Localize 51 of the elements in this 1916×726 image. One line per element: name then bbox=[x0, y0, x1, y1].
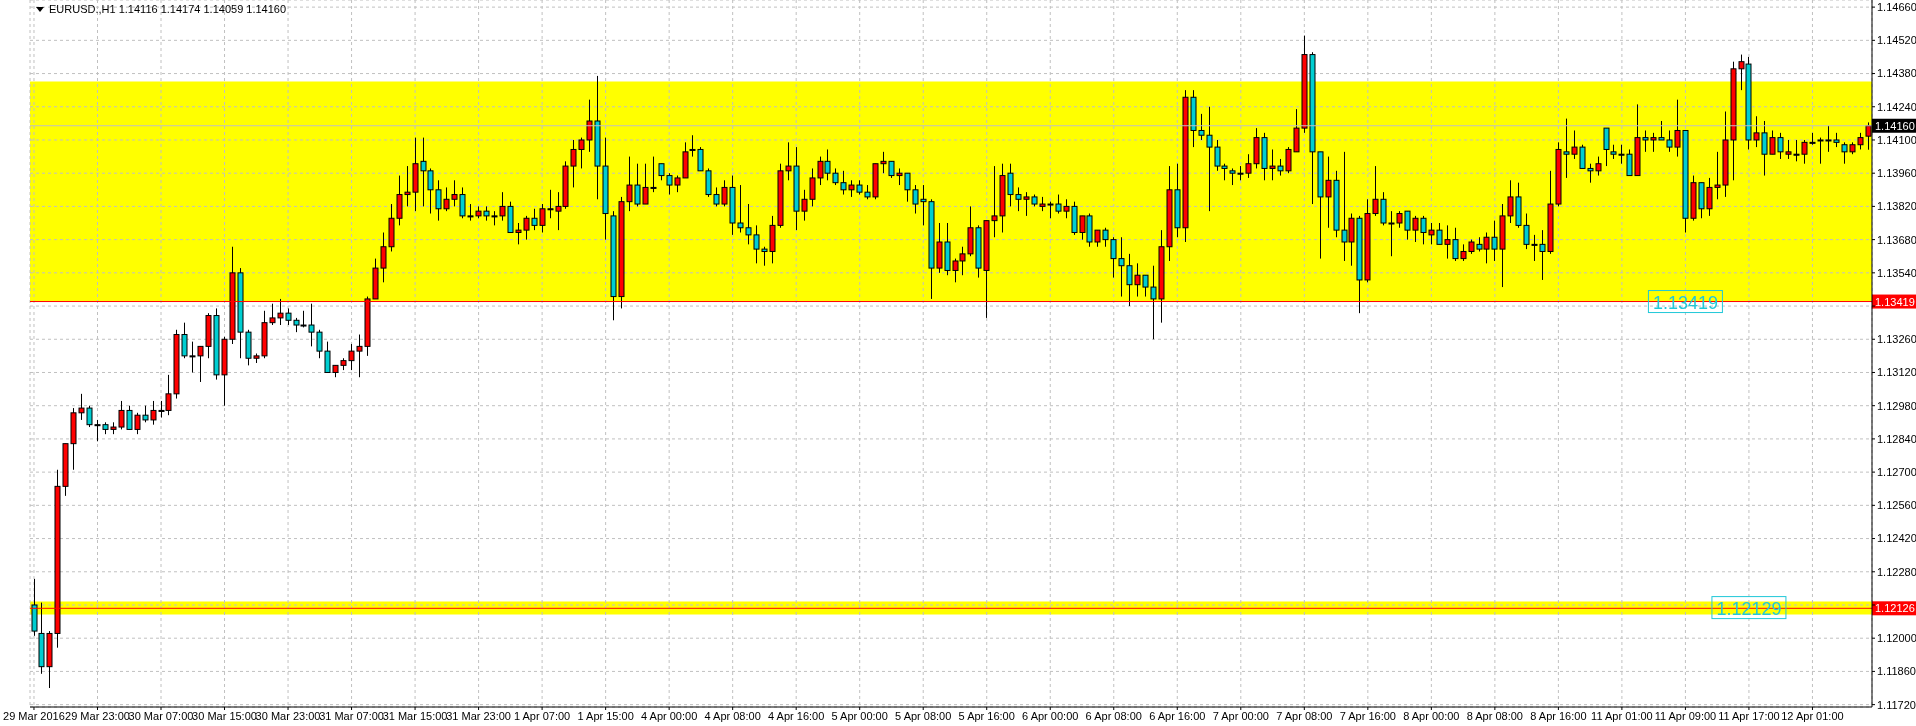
y-tick-label: 1.12700 bbox=[1877, 466, 1916, 479]
y-tick-label: 1.14520 bbox=[1877, 34, 1916, 47]
x-tick-label: 7 Apr 08:00 bbox=[1276, 709, 1333, 722]
y-tick-label: 1.12980 bbox=[1877, 399, 1916, 412]
x-tick-label: 5 Apr 16:00 bbox=[958, 709, 1015, 722]
x-tick-label: 7 Apr 00:00 bbox=[1212, 709, 1269, 722]
x-tick-label: 8 Apr 08:00 bbox=[1466, 709, 1524, 722]
x-tick-label: 8 Apr 00:00 bbox=[1403, 709, 1460, 722]
x-tick-label: 1 Apr 15:00 bbox=[577, 709, 634, 722]
x-tick-label: 11 Apr 01:00 bbox=[1591, 709, 1653, 722]
x-tick-label: 5 Apr 08:00 bbox=[895, 709, 952, 722]
x-tick-label: 1 Apr 07:00 bbox=[513, 709, 571, 722]
x-tick-label: 30 Mar 07:00 bbox=[128, 709, 194, 722]
y-tick-label: 1.13960 bbox=[1877, 167, 1916, 180]
candlestick bbox=[1603, 127, 1610, 167]
x-tick-label: 4 Apr 16:00 bbox=[768, 709, 825, 722]
y-tick-label: 1.12420 bbox=[1877, 532, 1916, 545]
x-tick-label: 29 Mar 2016 bbox=[3, 709, 65, 722]
y-tick-label: 1.14660 bbox=[1877, 1, 1916, 14]
y-tick-label: 1.13820 bbox=[1877, 200, 1916, 213]
y-tick-label: 1.13680 bbox=[1877, 233, 1916, 246]
x-tick-label: 6 Apr 16:00 bbox=[1149, 709, 1206, 722]
x-tick-label: 4 Apr 00:00 bbox=[641, 709, 698, 722]
x-tick-label: 11 Apr 09:00 bbox=[1654, 709, 1717, 722]
x-tick-label: 8 Apr 16:00 bbox=[1530, 709, 1587, 722]
y-tick-label: 1.12280 bbox=[1877, 565, 1916, 578]
x-tick-label: 31 Mar 15:00 bbox=[382, 709, 448, 722]
x-tick-label: 29 Mar 23:00 bbox=[65, 709, 130, 722]
y-tick-label: 1.11720 bbox=[1877, 698, 1916, 711]
x-tick-label: 6 Apr 00:00 bbox=[1022, 709, 1079, 722]
x-tick-label: 11 Apr 17:00 bbox=[1718, 709, 1780, 722]
x-tick-label: 30 Mar 23:00 bbox=[255, 709, 321, 722]
x-tick-label: 30 Mar 15:00 bbox=[192, 709, 257, 722]
x-tick-label: 12 Apr 01:00 bbox=[1781, 709, 1844, 722]
x-tick-label: 5 Apr 00:00 bbox=[831, 709, 888, 722]
y-tick-label: 1.14240 bbox=[1877, 100, 1916, 113]
y-tick-label: 1.12560 bbox=[1877, 499, 1916, 512]
y-tick-label: 1.13540 bbox=[1877, 266, 1916, 279]
x-tick-label: 31 Mar 07:00 bbox=[319, 709, 384, 722]
chart-title: EURUSD.,H1 1.14116 1.14174 1.14059 1.14160 bbox=[49, 3, 287, 16]
x-tick-label: 31 Mar 23:00 bbox=[446, 709, 511, 722]
y-tick-label: 1.12000 bbox=[1877, 632, 1916, 645]
x-tick-label: 7 Apr 16:00 bbox=[1339, 709, 1396, 722]
y-tick-label: 1.13120 bbox=[1877, 366, 1916, 379]
y-tick-label: 1.14380 bbox=[1877, 67, 1916, 80]
x-tick-label: 4 Apr 08:00 bbox=[704, 709, 761, 722]
y-tick-label: 1.11860 bbox=[1877, 665, 1916, 678]
y-tick-label: 1.13260 bbox=[1877, 333, 1916, 346]
y-tick-label: 1.12840 bbox=[1877, 432, 1916, 445]
x-tick-label: 6 Apr 08:00 bbox=[1085, 709, 1142, 722]
y-tick-label: 1.14100 bbox=[1877, 133, 1916, 146]
